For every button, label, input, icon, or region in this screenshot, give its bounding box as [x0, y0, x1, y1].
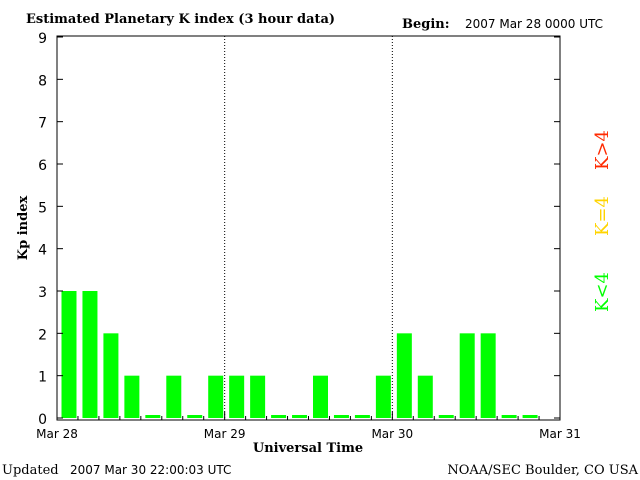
updated-label: Updated [2, 463, 59, 478]
y-axis-ticks: 0 1 2 3 4 5 6 7 8 9 [38, 31, 560, 428]
kp-bar [396, 333, 412, 418]
kp-bar [313, 375, 328, 418]
kp-bar [124, 375, 140, 418]
x-axis-label: Universal Time [253, 441, 363, 456]
credit-text: NOAA/SEC Boulder, CO USA [447, 463, 638, 478]
y-tick-label: 6 [38, 158, 47, 174]
y-tick-label: 3 [38, 285, 47, 301]
kp-bar [187, 415, 203, 418]
kp-bar [354, 415, 370, 418]
bars [61, 291, 538, 418]
kp-bar [501, 415, 517, 418]
kp-bar [208, 375, 224, 418]
x-tick-label: Mar 30 [371, 427, 413, 441]
kp-bar [459, 333, 475, 418]
begin-value: 2007 Mar 28 0000 UTC [465, 17, 603, 31]
chart-title: Estimated Planetary K index (3 hour data… [26, 12, 335, 27]
legend-label: K=4 [592, 196, 613, 236]
kp-bar [271, 415, 287, 418]
y-tick-label: 5 [38, 200, 47, 216]
kp-bar [166, 375, 182, 418]
kp-bar [229, 375, 245, 418]
y-tick-label: 0 [38, 412, 47, 428]
kp-bar [292, 415, 308, 418]
kp-bar [333, 415, 349, 418]
kp-bar [375, 375, 391, 418]
x-tick-label: Mar 29 [204, 427, 246, 441]
kp-bar [417, 375, 433, 418]
x-axis-ticks: Mar 28 Mar 29 Mar 30 Mar 31 [36, 412, 581, 441]
kp-bar [82, 291, 98, 418]
y-tick-label: 9 [38, 31, 47, 47]
kp-bar [438, 415, 454, 418]
legend-label: K<4 [592, 272, 613, 312]
y-tick-label: 2 [38, 327, 47, 343]
x-tick-label: Mar 28 [36, 427, 78, 441]
x-tick-label: Mar 31 [539, 427, 581, 441]
y-tick-label: 4 [38, 243, 47, 259]
kp-bar [103, 333, 119, 418]
kp-bar [480, 333, 496, 418]
y-tick-label: 7 [38, 116, 47, 132]
y-axis-label: Kp index [16, 196, 31, 261]
updated-value: 2007 Mar 30 22:00:03 UTC [70, 463, 231, 477]
kp-bar [61, 291, 77, 418]
legend: K>4 K=4 K<4 [592, 130, 613, 312]
y-tick-label: 1 [38, 370, 47, 386]
kp-bar [522, 415, 538, 418]
kp-bar [250, 375, 266, 418]
legend-label: K>4 [592, 130, 613, 170]
day-separators [224, 36, 393, 420]
plot-area-frame [56, 35, 561, 421]
kp-bar [145, 415, 161, 418]
begin-label: Begin: [402, 17, 450, 32]
y-tick-label: 8 [38, 73, 47, 89]
